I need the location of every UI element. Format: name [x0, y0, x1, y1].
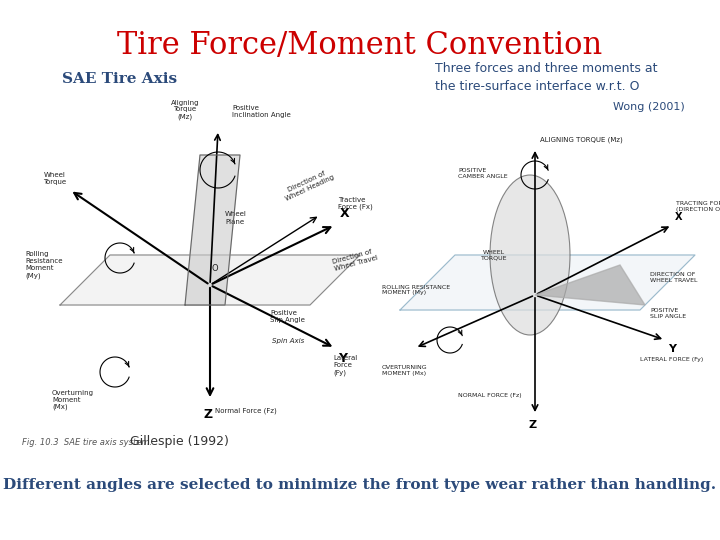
Text: SAE Tire Axis: SAE Tire Axis [63, 72, 178, 86]
Text: Wheel
Plane: Wheel Plane [225, 212, 247, 225]
Text: Y: Y [338, 352, 347, 365]
Text: OVERTURNING
MOMENT (Mx): OVERTURNING MOMENT (Mx) [382, 365, 428, 376]
Text: X: X [675, 212, 683, 222]
Text: TRACTING FORCE (Fx)
(DIRECTION OF WHEEL HEADING): TRACTING FORCE (Fx) (DIRECTION OF WHEEL … [676, 201, 720, 212]
Text: Three forces and three moments at
the tire-surface interface w.r.t. O: Three forces and three moments at the ti… [435, 62, 657, 93]
Text: X: X [340, 207, 350, 220]
Text: Tractive
Force (Fx): Tractive Force (Fx) [338, 197, 373, 210]
Text: NORMAL FORCE (Fz): NORMAL FORCE (Fz) [458, 393, 522, 398]
Text: Normal Force (Fz): Normal Force (Fz) [215, 408, 276, 415]
Text: Positive
Inclination Angle: Positive Inclination Angle [232, 105, 291, 118]
Text: Different angles are selected to minimize the front type wear rather than handli: Different angles are selected to minimiz… [4, 478, 716, 492]
Text: Tire Force/Moment Convention: Tire Force/Moment Convention [117, 30, 603, 61]
Text: Wong (2001): Wong (2001) [613, 102, 685, 112]
Text: POSITIVE
CAMBER ANGLE: POSITIVE CAMBER ANGLE [458, 168, 508, 179]
Polygon shape [535, 265, 645, 305]
Text: Spin Axis: Spin Axis [272, 338, 305, 344]
Text: Gillespie (1992): Gillespie (1992) [130, 435, 229, 448]
Text: Lateral
Force
(Fy): Lateral Force (Fy) [333, 355, 357, 375]
Text: Fig. 10.3  SAE tire axis system.: Fig. 10.3 SAE tire axis system. [22, 438, 152, 447]
Polygon shape [185, 155, 240, 305]
Text: Z: Z [529, 420, 537, 430]
Text: Positive
Slip Angle: Positive Slip Angle [270, 310, 305, 323]
Ellipse shape [490, 175, 570, 335]
Text: O: O [212, 264, 219, 273]
Text: WHEEL
TORQUE: WHEEL TORQUE [481, 249, 508, 260]
Text: ROLLING RESISTANCE
MOMENT (My): ROLLING RESISTANCE MOMENT (My) [382, 285, 450, 295]
Text: Wheel
Torque: Wheel Torque [43, 172, 66, 185]
Text: Aligning
Torque
(Mz): Aligning Torque (Mz) [171, 99, 199, 120]
Text: Direction of
Wheel Heading: Direction of Wheel Heading [282, 168, 335, 202]
Text: Z: Z [204, 408, 212, 421]
Text: LATERAL FORCE (Fy): LATERAL FORCE (Fy) [640, 357, 703, 362]
Text: Rolling
Resistance
Moment
(My): Rolling Resistance Moment (My) [25, 251, 63, 279]
Polygon shape [60, 255, 360, 305]
Text: Overturning
Moment
(Mx): Overturning Moment (Mx) [52, 390, 94, 410]
Text: POSITIVE
SLIP ANGLE: POSITIVE SLIP ANGLE [650, 308, 686, 319]
Text: Direction of
Wheel Travel: Direction of Wheel Travel [332, 248, 379, 272]
Text: Y: Y [668, 344, 676, 354]
Text: ALIGNING TORQUE (Mz): ALIGNING TORQUE (Mz) [540, 137, 623, 143]
Polygon shape [400, 255, 695, 310]
Text: DIRECTION OF
WHEEL TRAVEL: DIRECTION OF WHEEL TRAVEL [650, 272, 698, 283]
